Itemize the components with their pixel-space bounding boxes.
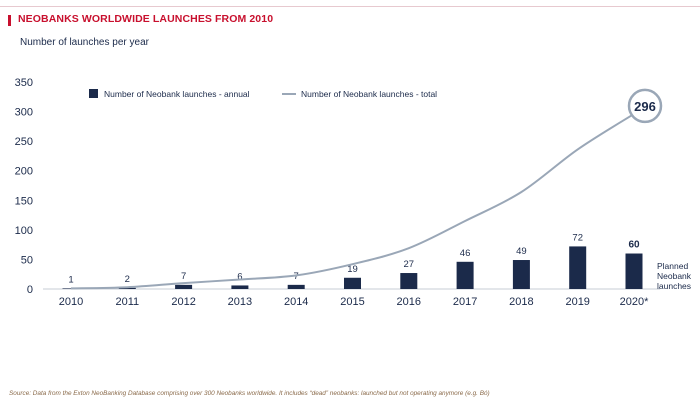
bar-data-label: 27 <box>404 259 415 270</box>
highlight-label: 296 <box>634 99 656 114</box>
planned-annotation-line: launches <box>657 281 691 291</box>
bar <box>62 288 80 289</box>
bar <box>569 246 587 289</box>
top-rule <box>0 6 700 7</box>
x-tick-label: 2012 <box>171 296 195 308</box>
x-tick-label: 2011 <box>115 296 139 308</box>
bar-data-label: 7 <box>181 271 186 282</box>
title-accent-bar <box>8 15 11 26</box>
y-tick-label: 100 <box>15 225 33 237</box>
bar-data-label: 19 <box>347 264 358 275</box>
legend-swatch-annual <box>89 89 98 98</box>
bar-data-label: 1 <box>68 274 73 285</box>
bar <box>175 284 193 289</box>
x-tick-label: 2019 <box>565 296 589 308</box>
bar <box>456 261 474 289</box>
chart-subtitle: Number of launches per year <box>20 37 149 48</box>
y-tick-label: 300 <box>15 107 33 119</box>
planned-annotation-line: Neobank <box>657 271 692 281</box>
planned-annotation: Planned Neobank launches <box>657 261 692 291</box>
y-tick-label: 200 <box>15 166 33 178</box>
y-tick-label: 250 <box>15 136 33 148</box>
highlight-circle <box>627 88 663 124</box>
x-tick-label: 2014 <box>284 296 308 308</box>
x-tick-label: 2015 <box>340 296 364 308</box>
bar <box>231 285 249 289</box>
bar-data-label: 2 <box>125 274 130 285</box>
source-note: Source: Data from the Exton NeoBanking D… <box>9 390 490 397</box>
y-tick-label: 0 <box>27 284 33 296</box>
y-tick-label: 350 <box>15 77 33 89</box>
bar <box>118 287 136 289</box>
x-tick-label: 2013 <box>228 296 252 308</box>
x-tick-label: 2010 <box>59 296 83 308</box>
y-tick-label: 150 <box>15 195 33 207</box>
chart-title: NEOBANKS WORLDWIDE LAUNCHES FROM 2010 <box>18 13 274 25</box>
bar-data-label: 46 <box>460 248 471 259</box>
bar-data-label: 60 <box>628 240 640 251</box>
x-tick-label: 2018 <box>509 296 533 308</box>
x-tick-label: 2020* <box>620 296 649 308</box>
total-line <box>70 113 635 290</box>
bar <box>287 284 305 289</box>
bar <box>512 260 530 289</box>
planned-annotation-line: Planned <box>657 261 688 271</box>
bar <box>344 277 361 289</box>
bar-data-label: 6 <box>237 271 242 282</box>
bar-data-label: 49 <box>516 246 527 257</box>
y-tick-label: 50 <box>21 254 33 266</box>
bar <box>625 253 643 289</box>
bar <box>400 273 418 289</box>
legend-label-total: Number of Neobank launches - total <box>301 89 437 99</box>
bar-data-label: 72 <box>572 232 583 243</box>
legend-label-annual: Number of Neobank launches - annual <box>104 89 250 99</box>
x-tick-label: 2017 <box>453 296 477 308</box>
x-tick-label: 2016 <box>397 296 421 308</box>
